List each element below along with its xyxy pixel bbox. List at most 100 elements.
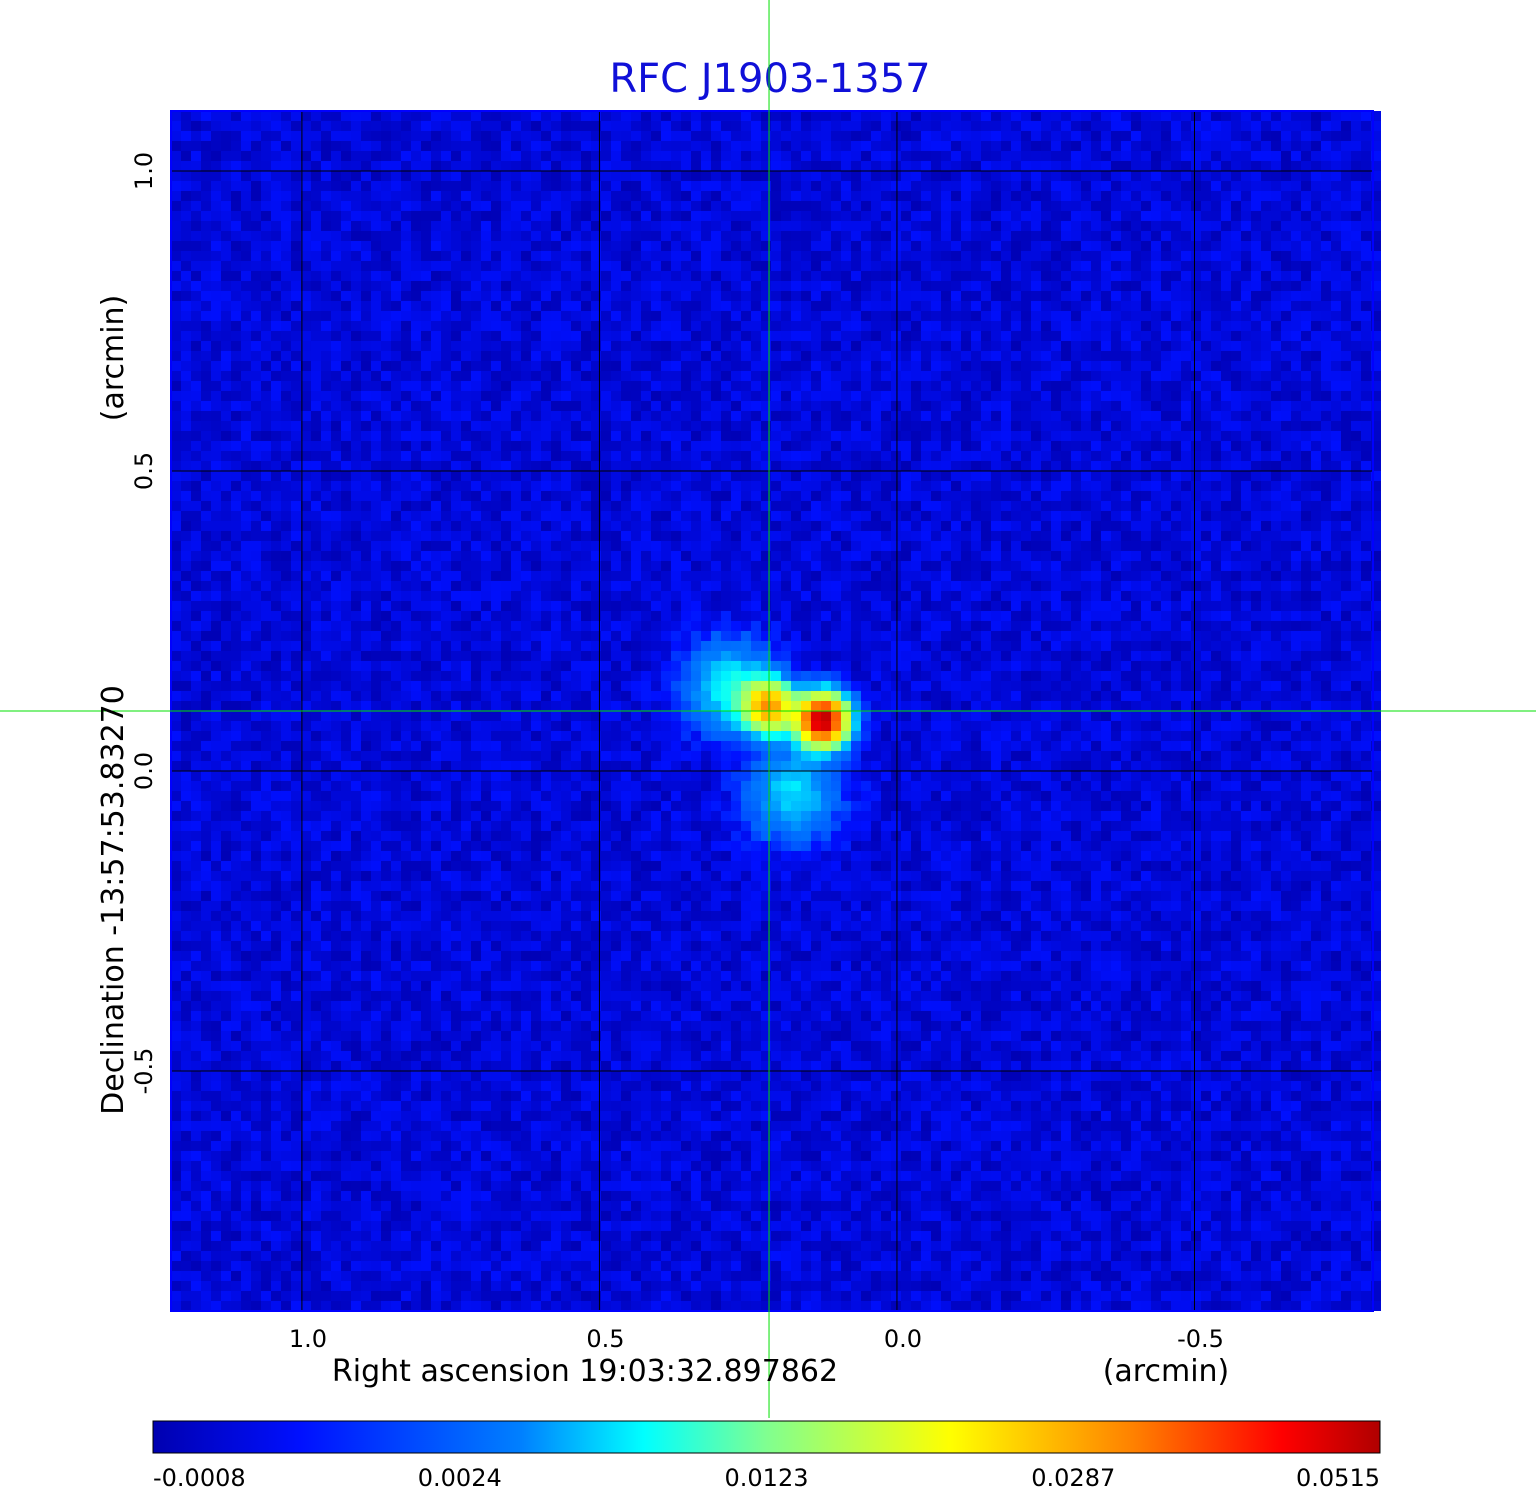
- heatmap-pixel: [571, 471, 581, 481]
- heatmap-pixel: [371, 271, 381, 281]
- heatmap-pixel: [1231, 331, 1241, 341]
- heatmap-pixel: [751, 161, 761, 171]
- heatmap-pixel: [991, 431, 1001, 441]
- heatmap-pixel: [451, 251, 461, 261]
- heatmap-pixel: [451, 421, 461, 431]
- heatmap-pixel: [1151, 311, 1161, 321]
- heatmap-pixel: [871, 451, 881, 461]
- heatmap-pixel: [571, 391, 581, 401]
- heatmap-pixel: [541, 111, 551, 121]
- heatmap-pixel: [191, 201, 201, 211]
- heatmap-pixel: [811, 131, 821, 141]
- heatmap-pixel: [1361, 471, 1371, 481]
- heatmap-pixel: [411, 181, 421, 191]
- heatmap-pixel: [251, 411, 261, 421]
- heatmap-pixel: [871, 191, 881, 201]
- heatmap-pixel: [391, 481, 401, 491]
- heatmap-pixel: [1241, 361, 1251, 371]
- heatmap-pixel: [901, 131, 911, 141]
- heatmap-pixel: [231, 311, 241, 321]
- heatmap-pixel: [1111, 351, 1121, 361]
- heatmap-pixel: [1001, 181, 1011, 191]
- heatmap-pixel: [361, 261, 371, 271]
- heatmap-pixel: [251, 421, 261, 431]
- heatmap-pixel: [1131, 231, 1141, 241]
- heatmap-pixel: [691, 341, 701, 351]
- heatmap-pixel: [261, 501, 271, 511]
- heatmap-pixel: [631, 301, 641, 311]
- heatmap-pixel: [361, 151, 371, 161]
- heatmap-pixel: [741, 441, 751, 451]
- heatmap-pixel: [511, 371, 521, 381]
- heatmap-pixel: [471, 161, 481, 171]
- heatmap-pixel: [391, 141, 401, 151]
- heatmap-pixel: [351, 501, 361, 511]
- heatmap-pixel: [901, 321, 911, 331]
- heatmap-pixel: [1101, 241, 1111, 251]
- heatmap-pixel: [521, 421, 531, 431]
- heatmap-pixel: [521, 121, 531, 131]
- heatmap-pixel: [631, 351, 641, 361]
- heatmap-pixel: [1141, 491, 1151, 501]
- heatmap-pixel: [871, 111, 881, 121]
- heatmap-pixel: [1071, 161, 1081, 171]
- heatmap-pixel: [1141, 471, 1151, 481]
- heatmap-pixel: [721, 221, 731, 231]
- heatmap-pixel: [781, 331, 791, 341]
- heatmap-pixel: [211, 221, 221, 231]
- heatmap-pixel: [541, 431, 551, 441]
- heatmap-pixel: [391, 251, 401, 261]
- heatmap-pixel: [291, 521, 301, 531]
- heatmap-pixel: [931, 231, 941, 241]
- heatmap-pixel: [1341, 481, 1351, 491]
- heatmap-pixel: [391, 471, 401, 481]
- heatmap-pixel: [1021, 361, 1031, 371]
- heatmap-pixel: [1091, 171, 1101, 181]
- heatmap-pixel: [421, 261, 431, 271]
- heatmap-pixel: [1311, 361, 1321, 371]
- heatmap-pixel: [391, 371, 401, 381]
- heatmap-pixel: [1201, 341, 1211, 351]
- heatmap-pixel: [691, 471, 701, 481]
- heatmap-pixel: [1211, 291, 1221, 301]
- heatmap-pixel: [811, 411, 821, 421]
- heatmap-pixel: [1151, 411, 1161, 421]
- heatmap-pixel: [631, 361, 641, 371]
- heatmap-pixel: [231, 261, 241, 271]
- heatmap-pixel: [1181, 271, 1191, 281]
- heatmap-pixel: [801, 451, 811, 461]
- heatmap-pixel: [1271, 231, 1281, 241]
- heatmap-pixel: [241, 301, 251, 311]
- heatmap-pixel: [311, 381, 321, 391]
- heatmap-pixel: [1331, 361, 1341, 371]
- heatmap-pixel: [1111, 401, 1121, 411]
- heatmap-pixel: [231, 391, 241, 401]
- heatmap-pixel: [1251, 141, 1261, 151]
- heatmap-pixel: [171, 261, 181, 271]
- heatmap-pixel: [881, 321, 891, 331]
- heatmap-pixel: [1001, 221, 1011, 231]
- heatmap-pixel: [281, 381, 291, 391]
- heatmap-pixel: [891, 421, 901, 431]
- heatmap-pixel: [1261, 221, 1271, 231]
- heatmap-pixel: [521, 361, 531, 371]
- heatmap-pixel: [551, 471, 561, 481]
- heatmap-pixel: [971, 151, 981, 161]
- heatmap-pixel: [241, 331, 251, 341]
- heatmap-pixel: [581, 491, 591, 501]
- heatmap-pixel: [1351, 331, 1361, 341]
- heatmap-pixel: [941, 371, 951, 381]
- heatmap-pixel: [1131, 111, 1141, 121]
- heatmap-pixel: [711, 411, 721, 421]
- heatmap-pixel: [1221, 321, 1231, 331]
- heatmap-pixel: [171, 211, 181, 221]
- heatmap-pixel: [451, 221, 461, 231]
- heatmap-pixel: [1361, 341, 1371, 351]
- heatmap-pixel: [891, 311, 901, 321]
- heatmap-pixel: [661, 331, 671, 341]
- heatmap-pixel: [1331, 261, 1341, 271]
- heatmap-pixel: [1001, 511, 1011, 521]
- heatmap-pixel: [1281, 511, 1291, 521]
- heatmap-pixel: [341, 131, 351, 141]
- heatmap-pixel: [1051, 371, 1061, 381]
